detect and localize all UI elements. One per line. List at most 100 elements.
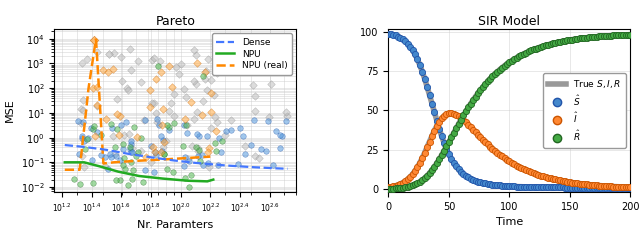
Point (579, 186, 589, 190)
Point (158, 107, 168, 111)
Point (521, 185, 531, 189)
Point (111, 155, 122, 158)
Point (451, 126, 461, 130)
Point (390, 34, 401, 37)
Point (575, 186, 585, 190)
X-axis label: Time: Time (496, 217, 523, 227)
Y-axis label: MSE: MSE (5, 99, 15, 122)
Point (618, 185, 628, 189)
Point (169, 121, 179, 125)
Point (490, 72, 500, 76)
Point (244, 65, 254, 69)
Point (545, 186, 556, 189)
Point (417, 70, 428, 74)
Point (210, 141, 220, 145)
Point (410, 182, 420, 186)
NPU (61, 161, 68, 164)
Point (415, 180, 425, 184)
Point (105, 152, 115, 156)
Point (616, 186, 626, 190)
Point (463, 106, 474, 109)
Point (121, 120, 131, 124)
Point (176, 62, 186, 66)
Point (591, 183, 602, 187)
Point (164, 128, 174, 132)
NPU (real) (92, 37, 100, 40)
Point (424, 93, 435, 97)
Point (220, 133, 230, 137)
Point (140, 118, 150, 122)
Point (596, 186, 607, 190)
Point (509, 185, 519, 188)
Point (408, 183, 418, 187)
Point (442, 147, 452, 151)
Point (507, 161, 517, 165)
Point (519, 167, 529, 171)
Point (202, 88, 212, 92)
Point (553, 186, 563, 189)
Point (119, 156, 129, 160)
Point (591, 35, 602, 39)
Point (189, 117, 199, 121)
Point (427, 134, 437, 138)
Point (86, 158, 97, 162)
Point (611, 185, 621, 189)
Point (398, 37, 408, 41)
Point (403, 42, 413, 46)
Point (100, 117, 111, 120)
Point (567, 181, 577, 185)
Point (560, 186, 570, 189)
Title: SIR Model: SIR Model (478, 15, 540, 28)
Point (179, 176, 189, 180)
Point (454, 122, 464, 126)
Point (616, 185, 626, 189)
Point (473, 91, 483, 95)
Point (456, 170, 466, 174)
Point (476, 88, 486, 92)
Point (502, 62, 512, 66)
Point (200, 70, 210, 74)
Point (511, 164, 522, 168)
NPU (real) (110, 161, 118, 164)
Point (451, 165, 461, 168)
Point (127, 178, 137, 181)
Point (598, 34, 609, 38)
Point (625, 186, 636, 190)
Line: Dense: Dense (65, 145, 287, 169)
Point (149, 170, 159, 174)
Point (223, 58, 234, 62)
Point (388, 33, 398, 36)
Point (149, 101, 159, 105)
Point (211, 150, 221, 153)
Point (620, 185, 630, 189)
Point (106, 123, 116, 126)
Point (238, 134, 248, 138)
NPU (209, 178, 217, 181)
Point (206, 91, 216, 95)
Point (400, 179, 410, 183)
Point (586, 183, 596, 187)
Point (422, 85, 432, 89)
Point (531, 172, 541, 176)
Point (476, 180, 486, 184)
Point (129, 125, 139, 129)
Point (133, 150, 143, 154)
Point (192, 110, 202, 114)
Point (429, 165, 440, 169)
Point (485, 145, 495, 149)
Point (575, 182, 585, 186)
Point (74, 152, 84, 156)
Point (194, 148, 204, 152)
Point (596, 184, 607, 188)
Point (543, 43, 553, 47)
Point (77, 136, 87, 140)
Dense (61, 144, 68, 146)
Point (541, 185, 551, 189)
Point (113, 133, 124, 137)
Point (168, 170, 178, 174)
Dense (273, 167, 281, 170)
Point (226, 128, 236, 132)
Point (88, 127, 98, 131)
Point (125, 47, 136, 51)
Point (126, 142, 136, 146)
